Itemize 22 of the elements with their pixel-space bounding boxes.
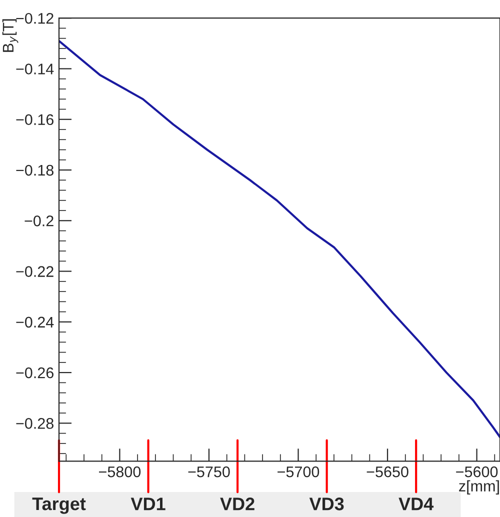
x-tick-label: −5650 (366, 466, 408, 478)
x-tick-label: −5600 (456, 466, 498, 478)
y-tick-label: −0.14 (16, 64, 54, 74)
x-tick-label: −5750 (188, 466, 230, 478)
y-tick-label: −0.26 (16, 367, 54, 378)
y-tick-label: −0.28 (16, 418, 54, 429)
ref-line-label: VD2 (220, 498, 254, 510)
ref-line-label: VD3 (309, 498, 344, 510)
y-tick-label: −0.16 (16, 114, 54, 126)
y-tick-label: −0.22 (16, 266, 54, 277)
x-tick-label: −5700 (278, 466, 320, 478)
x-tick-label: −5800 (99, 466, 141, 478)
x-axis-title: z[mm] (459, 480, 499, 495)
y-tick-label: −0.2 (24, 216, 54, 226)
y-tick-label: −0.18 (16, 164, 54, 176)
y-axis-title: B$_{y}$[T] (2, 19, 18, 52)
line-series (59, 40, 500, 438)
ref-line-label: VD1 (130, 498, 166, 510)
y-tick-label: −0.24 (16, 316, 54, 328)
y-tick-label: −0.12 (16, 12, 54, 24)
ref-line-label: Target (32, 498, 86, 514)
ref-line-label: VD4 (398, 498, 434, 510)
